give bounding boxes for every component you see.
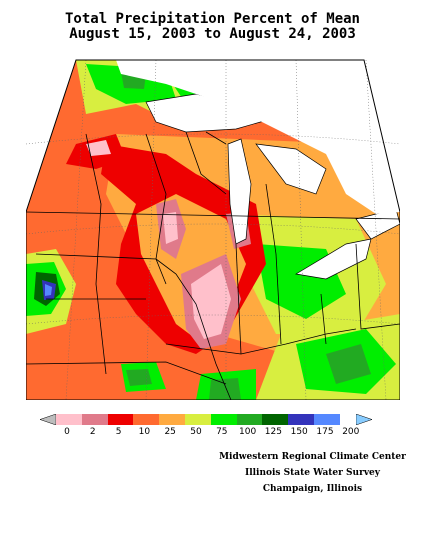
legend-swatch	[159, 414, 186, 425]
map-border	[26, 59, 400, 400]
credit-location: Champaign, Illinois	[262, 484, 363, 494]
credit-organization: Midwestern Regional Climate Center	[219, 452, 406, 462]
legend-label: 10	[138, 427, 151, 437]
legend-label: 50	[190, 427, 202, 437]
legend-swatch	[81, 414, 109, 425]
legend-label: 125	[264, 427, 282, 437]
legend-swatch	[56, 414, 83, 425]
map-title: Total Precipitation Percent of Mean	[64, 11, 360, 27]
legend-swatch	[288, 414, 315, 425]
legend-swatch	[236, 414, 263, 425]
legend-label: 25	[164, 427, 176, 437]
legend-label: 175	[316, 427, 334, 437]
legend-swatch	[133, 414, 160, 425]
legend-label: 100	[239, 427, 257, 437]
legend-swatch	[185, 414, 212, 425]
legend-swatch	[210, 414, 238, 425]
legend-label: 75	[216, 427, 228, 437]
legend-swatch	[314, 414, 341, 425]
legend-swatch	[262, 414, 289, 425]
legend-label: 0	[64, 427, 70, 437]
legend-label: 5	[115, 427, 122, 437]
credit-survey: Illinois State Water Survey	[244, 468, 381, 478]
legend-swatch	[107, 414, 134, 425]
legend-label: 2	[89, 427, 96, 437]
canada-region	[116, 60, 400, 214]
legend-arrow-right	[356, 414, 372, 425]
legend-label: 200	[342, 427, 360, 437]
legend-label: 150	[290, 427, 308, 437]
map-date-range: August 15, 2003 to August 24, 2003	[69, 26, 356, 42]
state-boundaries	[26, 131, 400, 400]
legend-arrow-left	[40, 414, 56, 425]
graticule	[26, 59, 400, 400]
precipitation-map	[26, 59, 400, 400]
